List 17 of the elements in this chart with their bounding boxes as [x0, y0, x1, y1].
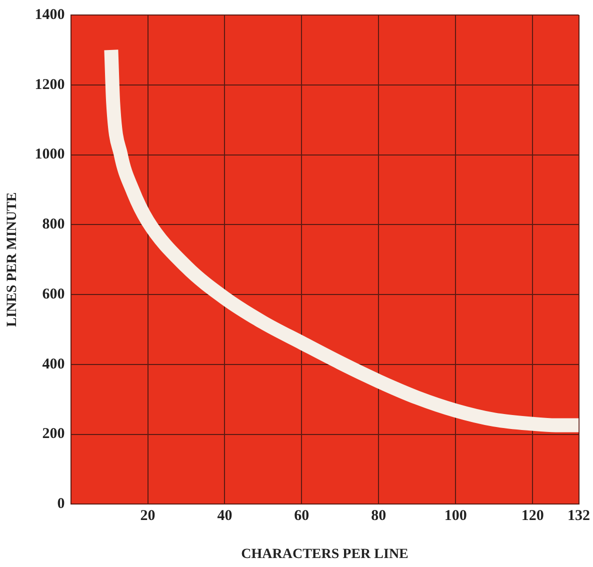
- x-tick-label: 40: [217, 508, 232, 524]
- y-axis-title: LINES PER MINUTE: [5, 192, 20, 327]
- x-tick-label: 100: [444, 508, 467, 524]
- y-tick-label: 400: [42, 356, 65, 372]
- y-tick-label: 800: [42, 216, 65, 233]
- y-tick-label: 1200: [34, 76, 65, 93]
- x-axis-title: CHARACTERS PER LINE: [241, 547, 408, 562]
- x-tick-label: 120: [521, 508, 544, 524]
- y-tick-label: 600: [42, 286, 65, 302]
- y-tick-label: 1400: [34, 6, 65, 23]
- y-tick-label: 200: [42, 426, 65, 442]
- x-tick-label: 132: [568, 508, 590, 524]
- x-tick-label: 20: [140, 508, 156, 524]
- x-tick-label: 80: [371, 508, 386, 524]
- y-tick-label: 1000: [34, 146, 65, 163]
- y-tick-label: 0: [57, 496, 65, 512]
- x-tick-label: 60: [294, 508, 310, 524]
